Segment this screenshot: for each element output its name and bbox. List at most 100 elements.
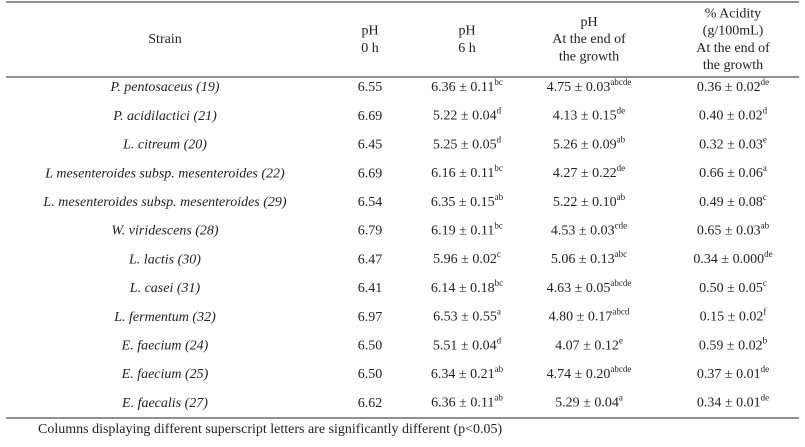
value-cell: 6.14 ± 0.18bc xyxy=(431,278,503,296)
header-cell: % Acidity xyxy=(705,6,761,21)
significance-letters: abcd xyxy=(612,307,629,317)
value: 4.07 ± 0.12 xyxy=(555,339,619,354)
value-cell: 0.34 ± 0.01de xyxy=(697,393,769,411)
value: 5.96 ± 0.02 xyxy=(433,252,497,267)
significance-letters: abcde xyxy=(610,278,631,288)
value: 5.06 ± 0.13 xyxy=(551,252,615,267)
strain: L. mesenteroides subsp. mesenteroides (2… xyxy=(42,195,286,210)
significance-letters: abcde xyxy=(610,364,631,374)
significance-letters: abc xyxy=(615,249,628,259)
ph-value: 6.69 xyxy=(358,166,383,181)
value: 0.50 ± 0.05 xyxy=(699,281,763,296)
ph-value: 6.69 xyxy=(358,109,383,124)
significance-letters: de xyxy=(764,249,773,259)
header-cell: the growth xyxy=(703,58,763,73)
strain: W. viridescens (28) xyxy=(111,224,219,239)
significance-letters: ab xyxy=(495,364,504,374)
value: 5.26 ± 0.09 xyxy=(553,138,617,153)
significance-letters: d xyxy=(497,134,502,144)
significance-letters: de xyxy=(761,364,770,374)
value-cell: 6.53 ± 0.55a xyxy=(433,307,501,325)
value-cell: 0.65 ± 0.03ab xyxy=(697,221,770,239)
value-cell: 4.75 ± 0.03abcde xyxy=(547,77,632,95)
value-cell: 6.35 ± 0.15ab xyxy=(431,192,504,210)
significance-letters: de xyxy=(617,163,626,173)
value-cell: 0.15 ± 0.02f xyxy=(700,307,767,325)
header-cell: 6 h xyxy=(458,41,476,56)
ph-value: 6.55 xyxy=(358,80,383,95)
value: 5.25 ± 0.05 xyxy=(433,138,497,153)
ph-value: 6.45 xyxy=(358,138,383,153)
ph-value: 6.54 xyxy=(358,195,383,210)
value: 6.19 ± 0.11 xyxy=(431,224,494,239)
value: 0.15 ± 0.02 xyxy=(700,310,764,325)
value-cell: 0.34 ± 0.000de xyxy=(693,249,772,267)
value-cell: 4.74 ± 0.20abcde xyxy=(547,364,632,382)
significance-letters: bc xyxy=(494,77,503,87)
significance-letters: bc xyxy=(495,278,504,288)
value: 4.63 ± 0.05 xyxy=(547,281,611,296)
value: 0.36 ± 0.02 xyxy=(697,80,761,95)
value-cell: 4.07 ± 0.12e xyxy=(555,335,623,353)
significance-letters: cde xyxy=(615,221,628,231)
value: 0.32 ± 0.03 xyxy=(699,138,763,153)
strain: P. acidilactici (21) xyxy=(112,109,217,124)
value-cell: 0.37 ± 0.01de xyxy=(697,364,769,382)
ph-value: 6.62 xyxy=(358,396,383,411)
strain: E. faecalis (27) xyxy=(121,396,208,411)
significance-letters: b xyxy=(763,335,768,345)
significance-letters: ab xyxy=(494,393,503,403)
value-cell: 0.66 ± 0.06a xyxy=(699,163,767,181)
header-cell: Strain xyxy=(148,32,181,47)
value-cell: 5.29 ± 0.04a xyxy=(555,393,623,411)
value: 4.53 ± 0.03 xyxy=(551,224,615,239)
value-cell: 4.63 ± 0.05abcde xyxy=(547,278,632,296)
significance-letters: ab xyxy=(617,134,626,144)
significance-letters: a xyxy=(619,393,623,403)
strain: L. casei (31) xyxy=(129,281,201,296)
header-cell: pH xyxy=(580,15,597,30)
header-cell: At the end of xyxy=(552,32,626,47)
header-cell: (g/100mL) xyxy=(703,24,764,39)
significance-letters: f xyxy=(763,307,766,317)
footnote: Columns displaying different superscript… xyxy=(38,422,503,437)
significance-letters: ab xyxy=(761,221,770,231)
value-cell: 6.16 ± 0.11bc xyxy=(431,163,503,181)
value-cell: 0.49 ± 0.08c xyxy=(699,192,767,210)
value-cell: 6.19 ± 0.11bc xyxy=(431,221,503,239)
value-cell: 0.50 ± 0.05c xyxy=(699,278,767,296)
significance-letters: de xyxy=(761,393,770,403)
value: 4.80 ± 0.17 xyxy=(549,310,613,325)
value: 4.75 ± 0.03 xyxy=(547,80,611,95)
value: 0.66 ± 0.06 xyxy=(699,166,763,181)
significance-letters: ab xyxy=(495,192,504,202)
value: 6.53 ± 0.55 xyxy=(433,310,497,325)
ph-value: 6.97 xyxy=(358,310,383,325)
value: 0.37 ± 0.01 xyxy=(697,367,761,382)
value-cell: 5.22 ± 0.04d xyxy=(433,106,502,124)
ph-value: 6.41 xyxy=(358,281,383,296)
value: 4.13 ± 0.15 xyxy=(553,109,617,124)
significance-letters: d xyxy=(497,335,502,345)
value-cell: 5.25 ± 0.05d xyxy=(433,134,502,152)
value: 6.14 ± 0.18 xyxy=(431,281,495,296)
value: 0.34 ± 0.000 xyxy=(693,252,764,267)
strain: L. citreum (20) xyxy=(122,138,207,153)
value: 6.34 ± 0.21 xyxy=(431,367,495,382)
value-cell: 0.32 ± 0.03e xyxy=(699,134,767,152)
header-cell: the growth xyxy=(559,50,619,65)
value-cell: 5.06 ± 0.13abc xyxy=(551,249,627,267)
significance-letters: abcde xyxy=(610,77,631,87)
ph-value: 6.50 xyxy=(358,339,383,354)
header-cell: At the end of xyxy=(696,41,770,56)
strain: E. faecium (25) xyxy=(121,367,209,382)
header-cell: pH xyxy=(458,24,475,39)
value: 6.36 ± 0.11 xyxy=(431,80,494,95)
value: 0.40 ± 0.02 xyxy=(699,109,763,124)
value: 5.22 ± 0.04 xyxy=(433,109,497,124)
ph-value: 6.79 xyxy=(358,224,383,239)
value-cell: 0.36 ± 0.02de xyxy=(697,77,769,95)
value-cell: 0.40 ± 0.02d xyxy=(699,106,768,124)
value-cell: 5.51 ± 0.04d xyxy=(433,335,502,353)
significance-letters: e xyxy=(763,134,767,144)
